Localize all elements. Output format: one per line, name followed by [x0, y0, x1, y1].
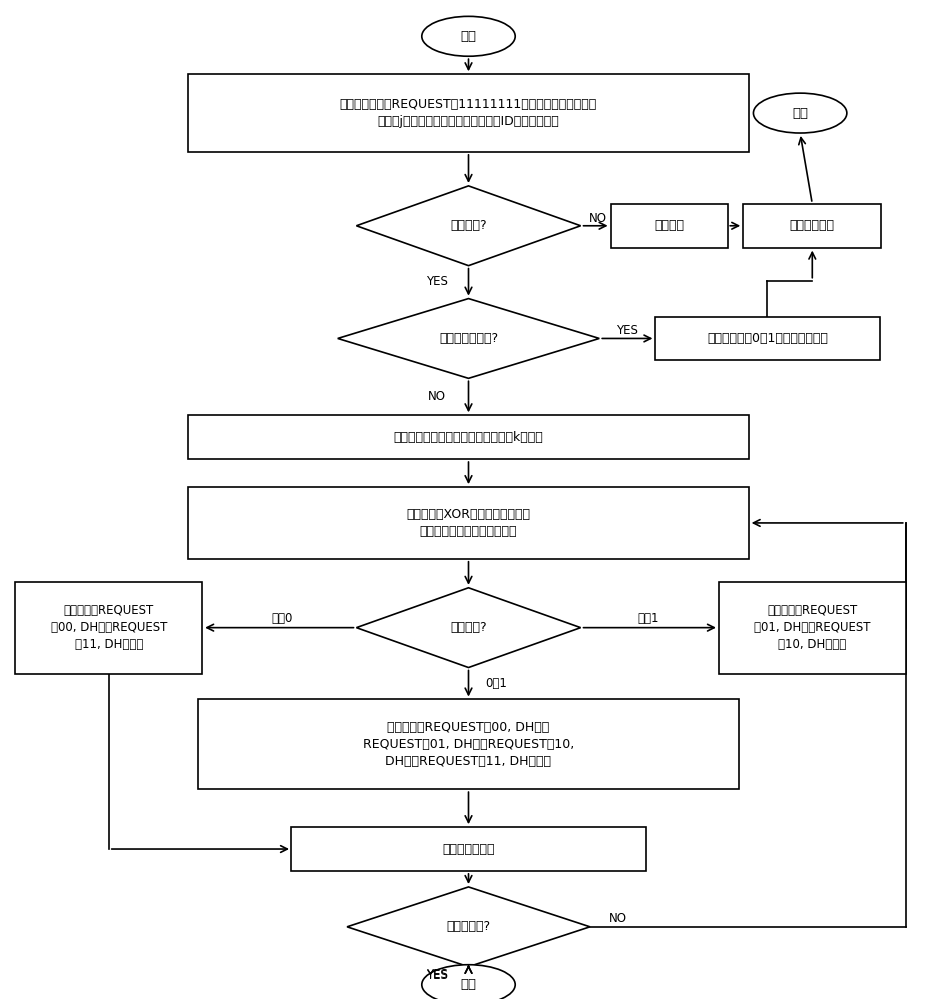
Polygon shape: [356, 186, 580, 266]
Bar: [610, 204, 727, 248]
Bar: [718, 582, 905, 674]
Bar: [742, 204, 881, 248]
Bar: [15, 582, 202, 674]
Ellipse shape: [421, 965, 515, 1000]
Bar: [188, 415, 748, 459]
Text: 0和1: 0和1: [485, 677, 507, 690]
Text: 初始化查询堆栈REQUEST（11111111），阅读器发送此命令
给长度j位的标签，所有标签返回自身ID信息给阅读器: 初始化查询堆栈REQUEST（11111111），阅读器发送此命令 给长度j位的…: [340, 98, 596, 128]
Text: 结束: 结束: [791, 107, 807, 120]
Text: 只有0: 只有0: [271, 612, 292, 625]
Polygon shape: [356, 588, 580, 668]
Polygon shape: [346, 887, 590, 967]
Text: YES: YES: [616, 324, 637, 337]
Text: 阅读器发送REQUEST
（00, DH）、REQUEST
（11, DH）入栈: 阅读器发送REQUEST （00, DH）、REQUEST （11, DH）入栈: [51, 604, 167, 651]
Text: YES: YES: [425, 968, 447, 981]
Text: 阅读器提取标签的碰撞位，形成新的k位标签: 阅读器提取标签的碰撞位，形成新的k位标签: [393, 431, 543, 444]
Text: 结束: 结束: [460, 978, 476, 991]
Text: 阅读器发送XOR命令给标签，使当
前最高两碰撞位进行异或运算: 阅读器发送XOR命令给标签，使当 前最高两碰撞位进行异或运算: [406, 508, 530, 538]
Ellipse shape: [421, 16, 515, 56]
Text: 是否到栈底?: 是否到栈底?: [446, 920, 490, 933]
Bar: [291, 827, 645, 871]
Text: 将该标签屏蔽: 将该标签屏蔽: [789, 219, 834, 232]
Bar: [188, 487, 748, 559]
Bar: [188, 74, 748, 152]
Text: YES: YES: [425, 275, 447, 288]
Text: NO: NO: [427, 390, 446, 403]
Bar: [654, 317, 879, 360]
Text: 发生碰撞?: 发生碰撞?: [449, 219, 487, 232]
Ellipse shape: [753, 93, 846, 133]
Text: 只有1: 只有1: [636, 612, 658, 625]
Text: 分别置碰撞位0、1，识别两个标签: 分别置碰撞位0、1，识别两个标签: [707, 332, 827, 345]
Text: 识别标签: 识别标签: [653, 219, 683, 232]
Polygon shape: [337, 299, 599, 378]
Text: 异或结果?: 异或结果?: [449, 621, 487, 634]
Text: 阅读器发送REQUEST（00, DH）、
REQUEST（01, DH）、REQUEST（10,
DH）、REQUEST（11, DH）入栈: 阅读器发送REQUEST（00, DH）、 REQUEST（01, DH）、RE…: [362, 721, 574, 768]
Bar: [197, 699, 739, 789]
Text: 阅读器发送REQUEST
（01, DH）、REQUEST
（10, DH）入栈: 阅读器发送REQUEST （01, DH）、REQUEST （10, DH）入栈: [753, 604, 870, 651]
Text: 开始: 开始: [460, 30, 476, 43]
Text: YES: YES: [425, 969, 447, 982]
Text: NO: NO: [608, 912, 626, 925]
Text: 只有一个碰撞位?: 只有一个碰撞位?: [438, 332, 498, 345]
Text: NO: NO: [588, 212, 606, 225]
Text: 出栈，识别标签: 出栈，识别标签: [442, 843, 494, 856]
